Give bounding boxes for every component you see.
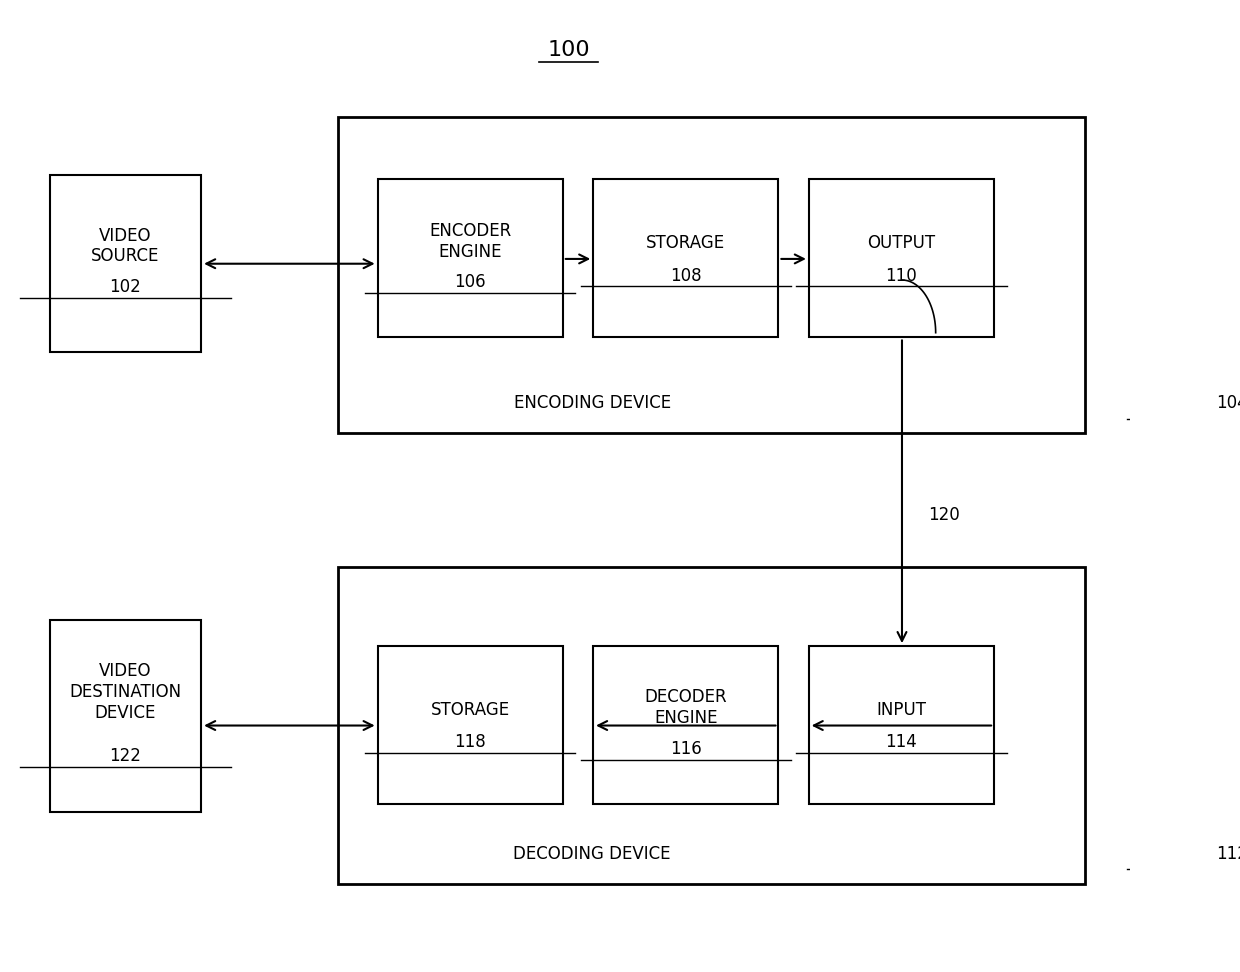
Bar: [339, 568, 1085, 884]
Text: INPUT: INPUT: [877, 701, 926, 718]
Bar: [808, 646, 994, 804]
Bar: [593, 180, 779, 337]
Text: STORAGE: STORAGE: [646, 234, 725, 252]
Bar: [50, 175, 201, 352]
Text: 106: 106: [454, 273, 486, 292]
Text: DECODER
ENGINE: DECODER ENGINE: [645, 688, 727, 727]
Text: DECODING DEVICE: DECODING DEVICE: [513, 845, 671, 862]
Text: VIDEO
DESTINATION
DEVICE: VIDEO DESTINATION DEVICE: [69, 662, 181, 722]
Text: 120: 120: [928, 505, 960, 524]
Text: ENCODING DEVICE: ENCODING DEVICE: [513, 395, 671, 412]
Bar: [593, 646, 779, 804]
Text: ENCODER
ENGINE: ENCODER ENGINE: [429, 222, 511, 260]
Text: 118: 118: [454, 733, 486, 751]
Text: 114: 114: [885, 733, 918, 751]
Bar: [50, 620, 201, 812]
Bar: [339, 118, 1085, 434]
Text: OUTPUT: OUTPUT: [867, 234, 935, 252]
Text: 102: 102: [109, 278, 141, 296]
Bar: [377, 646, 563, 804]
Text: 104: 104: [1216, 395, 1240, 412]
Bar: [377, 180, 563, 337]
Bar: [808, 180, 994, 337]
Text: 100: 100: [547, 40, 590, 60]
Text: 110: 110: [885, 266, 918, 285]
Text: 112: 112: [1216, 845, 1240, 862]
Text: 116: 116: [670, 740, 702, 758]
Text: 122: 122: [109, 747, 141, 765]
Text: 108: 108: [670, 266, 702, 285]
Text: STORAGE: STORAGE: [430, 701, 510, 718]
Text: VIDEO
SOURCE: VIDEO SOURCE: [92, 226, 160, 265]
